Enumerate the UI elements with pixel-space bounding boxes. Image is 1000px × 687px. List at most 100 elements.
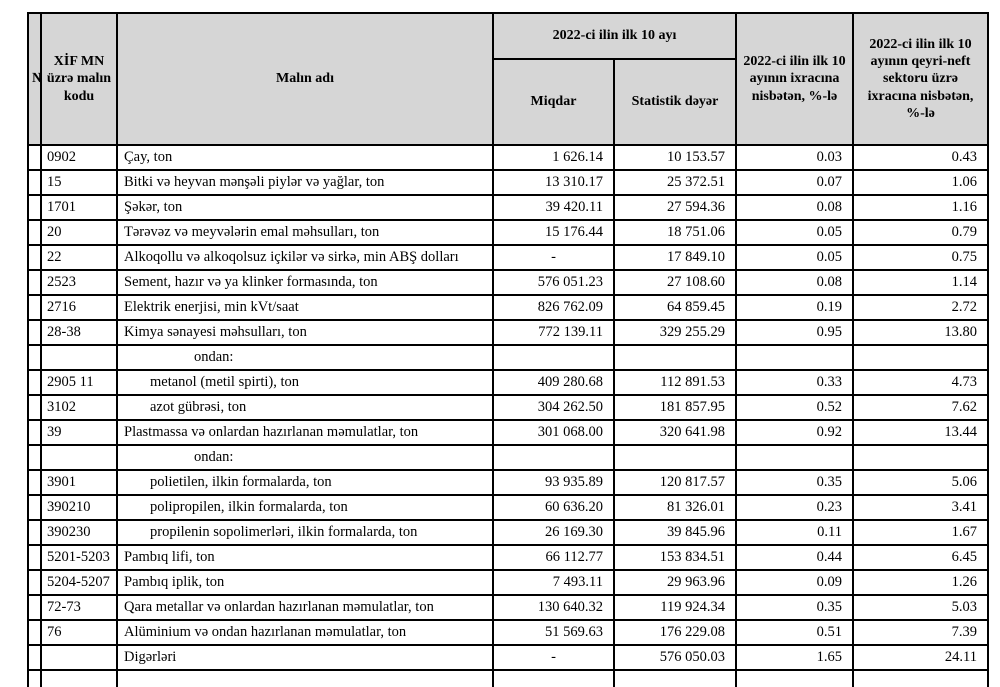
stat-value-cell: 320 641.98 — [613, 419, 737, 446]
table-row: 20 Tərəvəz və meyvələrin emal məhsulları… — [27, 219, 989, 246]
quantity-cell: 772 139.11 — [492, 319, 615, 346]
pct-of-nonoil-exports-cell: 1.06 — [852, 169, 989, 196]
table-row — [27, 669, 989, 687]
product-name-cell: Alkoqollu və alkoqolsuz içkilər və sirkə… — [116, 244, 494, 271]
stat-value-cell — [613, 669, 737, 687]
quantity-cell: - — [492, 644, 615, 671]
pct-of-exports-cell: 0.44 — [735, 544, 854, 571]
pct-of-exports-cell: 0.51 — [735, 619, 854, 646]
row-number-cell — [27, 469, 42, 496]
pct-of-exports-cell — [735, 344, 854, 371]
row-number-cell — [27, 244, 42, 271]
product-name-cell: Pambıq iplik, ton — [116, 569, 494, 596]
product-code-cell: 20 — [40, 219, 118, 246]
col-header-product-code: XİF MN üzrə malın kodu — [40, 12, 118, 146]
stat-value-cell: 153 834.51 — [613, 544, 737, 571]
product-name-cell: Tərəvəz və meyvələrin emal məhsulları, t… — [116, 219, 494, 246]
pct-of-nonoil-exports-cell — [852, 344, 989, 371]
row-number-cell — [27, 519, 42, 546]
product-code-cell: 28-38 — [40, 319, 118, 346]
col-header-pct-of-exports: 2022-ci ilin ilk 10 ayının ixracına nisb… — [735, 12, 854, 146]
product-name-cell: metanol (metil spirti), ton — [116, 369, 494, 396]
product-code-cell: 3901 — [40, 469, 118, 496]
product-code-cell: 5204-5207 — [40, 569, 118, 596]
product-code-cell — [40, 444, 118, 471]
pct-of-nonoil-exports-cell: 0.79 — [852, 219, 989, 246]
quantity-cell — [492, 669, 615, 687]
pct-of-exports-cell: 1.65 — [735, 644, 854, 671]
pct-of-exports-cell: 0.33 — [735, 369, 854, 396]
pct-of-exports-cell: 0.35 — [735, 469, 854, 496]
table-row: ondan: — [27, 444, 989, 471]
row-number-cell — [27, 194, 42, 221]
product-name-cell: Pambıq lifi, ton — [116, 544, 494, 571]
stat-value-cell: 112 891.53 — [613, 369, 737, 396]
pct-of-nonoil-exports-cell: 0.43 — [852, 144, 989, 171]
table-body: 0902 Çay, ton 1 626.14 10 153.57 0.03 0.… — [27, 144, 989, 687]
product-code-cell: 15 — [40, 169, 118, 196]
row-number-cell — [27, 344, 42, 371]
pct-of-exports-cell: 0.11 — [735, 519, 854, 546]
product-code-cell — [40, 669, 118, 687]
quantity-cell: 13 310.17 — [492, 169, 615, 196]
quantity-cell: 51 569.63 — [492, 619, 615, 646]
pct-of-exports-cell: 0.03 — [735, 144, 854, 171]
quantity-cell: 301 068.00 — [492, 419, 615, 446]
pct-of-exports-cell: 0.09 — [735, 569, 854, 596]
product-name-cell: Bitki və heyvan mənşəli piylər və yağlar… — [116, 169, 494, 196]
product-name-cell: Elektrik enerjisi, min kVt/saat — [116, 294, 494, 321]
header-row-top: № XİF MN üzrə malın kodu Malın adı 2022-… — [27, 12, 989, 146]
table-row: 390230 propilenin sopolimerləri, ilkin f… — [27, 519, 989, 546]
product-code-cell: 390210 — [40, 494, 118, 521]
pct-of-exports-cell: 0.19 — [735, 294, 854, 321]
col-header-pct-of-nonoil-exports: 2022-ci ilin ilk 10 ayının qeyri-neft se… — [852, 12, 989, 146]
stat-value-cell: 39 845.96 — [613, 519, 737, 546]
row-number-cell — [27, 169, 42, 196]
pct-of-exports-cell: 0.92 — [735, 419, 854, 446]
pct-of-nonoil-exports-cell: 13.80 — [852, 319, 989, 346]
product-code-cell: 76 — [40, 619, 118, 646]
table-header: № XİF MN üzrə malın kodu Malın adı 2022-… — [27, 12, 989, 146]
quantity-cell: 39 420.11 — [492, 194, 615, 221]
product-name-cell: Sement, hazır və ya klinker formasında, … — [116, 269, 494, 296]
product-name-cell: Plastmassa və onlardan hazırlanan məmula… — [116, 419, 494, 446]
table-row: 15 Bitki və heyvan mənşəli piylər və yağ… — [27, 169, 989, 196]
stat-value-cell: 27 594.36 — [613, 194, 737, 221]
stat-value-cell: 329 255.29 — [613, 319, 737, 346]
table-row: 2716 Elektrik enerjisi, min kVt/saat 826… — [27, 294, 989, 321]
stat-value-cell: 81 326.01 — [613, 494, 737, 521]
row-number-cell — [27, 294, 42, 321]
col-header-product-name: Malın adı — [116, 12, 494, 146]
export-statistics-table-wrap: № XİF MN üzrə malın kodu Malın adı 2022-… — [27, 12, 989, 687]
quantity-cell: 93 935.89 — [492, 469, 615, 496]
pct-of-exports-cell: 0.07 — [735, 169, 854, 196]
product-code-cell: 390230 — [40, 519, 118, 546]
table-row: 3901 polietilen, ilkin formalarda, ton 9… — [27, 469, 989, 496]
table-row: 3102 azot gübrəsi, ton 304 262.50 181 85… — [27, 394, 989, 421]
product-name-cell: Alüminium və ondan hazırlanan məmulatlar… — [116, 619, 494, 646]
stat-value-cell: 17 849.10 — [613, 244, 737, 271]
pct-of-nonoil-exports-cell — [852, 444, 989, 471]
product-code-cell: 39 — [40, 419, 118, 446]
row-number-cell — [27, 594, 42, 621]
table-row: 39 Plastmassa və onlardan hazırlanan məm… — [27, 419, 989, 446]
product-code-cell: 5201-5203 — [40, 544, 118, 571]
table-row: 28-38 Kimya sənayesi məhsulları, ton 772… — [27, 319, 989, 346]
stat-value-cell: 29 963.96 — [613, 569, 737, 596]
product-name-cell: Digərləri — [116, 644, 494, 671]
product-name-cell: azot gübrəsi, ton — [116, 394, 494, 421]
quantity-cell: 60 636.20 — [492, 494, 615, 521]
table-row: 5201-5203 Pambıq lifi, ton 66 112.77 153… — [27, 544, 989, 571]
quantity-cell: 15 176.44 — [492, 219, 615, 246]
pct-of-nonoil-exports-cell — [852, 669, 989, 687]
pct-of-nonoil-exports-cell: 2.72 — [852, 294, 989, 321]
pct-of-nonoil-exports-cell: 7.39 — [852, 619, 989, 646]
quantity-cell: 1 626.14 — [492, 144, 615, 171]
pct-of-exports-cell — [735, 669, 854, 687]
row-number-cell — [27, 219, 42, 246]
col-header-number: № — [27, 12, 42, 146]
stat-value-cell: 181 857.95 — [613, 394, 737, 421]
pct-of-nonoil-exports-cell: 1.67 — [852, 519, 989, 546]
pct-of-exports-cell: 0.35 — [735, 594, 854, 621]
